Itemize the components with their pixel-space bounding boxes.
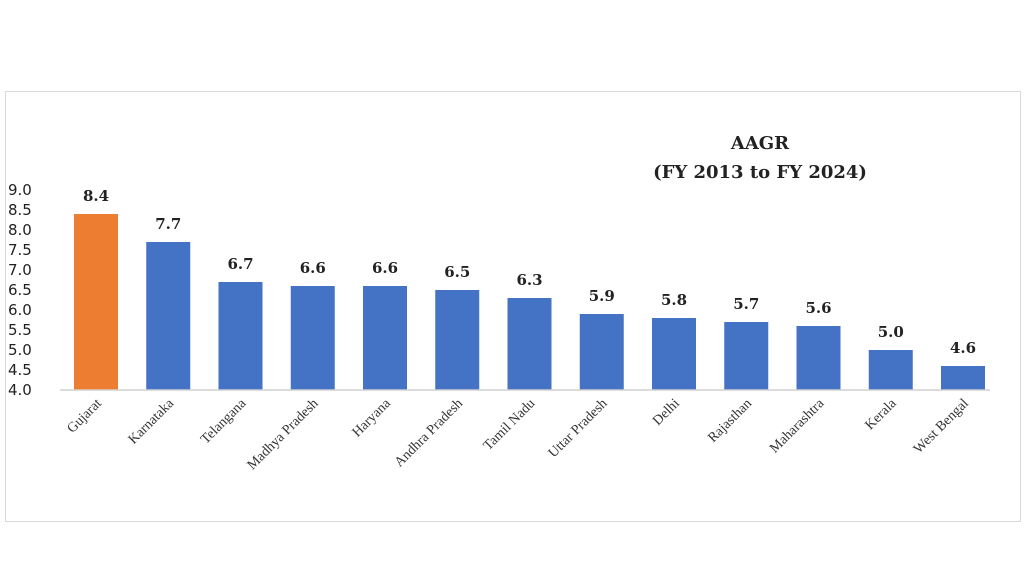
data-label: 7.7 [155, 215, 181, 233]
bar [724, 322, 769, 390]
y-tick-label: 5.5 [8, 321, 32, 339]
category-label: Gujarat [65, 396, 105, 436]
y-tick-label: 6.5 [8, 281, 32, 299]
data-label: 6.5 [444, 263, 470, 281]
data-label: 5.0 [878, 323, 904, 341]
bar [146, 242, 191, 390]
bar [796, 326, 841, 390]
y-tick-label: 6.0 [8, 301, 32, 319]
data-label: 5.8 [661, 291, 687, 309]
category-label: Telangana [198, 396, 250, 448]
bar [579, 314, 624, 390]
data-label: 8.4 [83, 187, 109, 205]
data-label: 4.6 [950, 339, 976, 357]
bar [74, 214, 118, 390]
category-label: Madhya Pradesh [245, 396, 322, 473]
data-label: 6.3 [516, 271, 542, 289]
category-label: Kerala [863, 396, 901, 434]
y-tick-label: 4.5 [8, 361, 32, 379]
data-label: 6.6 [372, 259, 398, 277]
category-label: Andhra Pradesh [392, 396, 466, 470]
chart-title-line-2: (FY 2013 to FY 2024) [653, 162, 867, 183]
category-label: West Bengal [911, 396, 972, 457]
y-tick-label: 4.0 [8, 381, 32, 399]
bar [652, 318, 696, 390]
category-label: Tamil Nadu [481, 396, 538, 453]
data-label: 6.6 [300, 259, 326, 277]
bar [435, 290, 480, 390]
y-tick-label: 8.0 [8, 221, 32, 239]
y-tick-label: 5.0 [8, 341, 32, 359]
y-tick-label: 7.5 [8, 241, 32, 259]
bar [507, 298, 552, 390]
data-label: 5.6 [805, 299, 831, 317]
category-label: Maharashtra [767, 396, 828, 457]
data-label: 5.9 [589, 287, 615, 305]
category-label: Haryana [350, 396, 395, 441]
data-label: 5.7 [733, 295, 759, 313]
y-tick-label: 8.5 [8, 201, 32, 219]
y-tick-label: 9.0 [8, 181, 32, 199]
category-label: Rajasthan [705, 396, 755, 446]
bar [868, 350, 913, 390]
chart-title-line-1: AAGR [730, 133, 790, 154]
category-label: Delhi [650, 396, 683, 429]
y-tick-label: 7.0 [8, 261, 32, 279]
bar [363, 286, 407, 390]
chart-frame [5, 91, 1021, 522]
bar [290, 286, 335, 390]
bar [941, 366, 985, 390]
bar [218, 282, 263, 390]
data-label: 6.7 [227, 255, 253, 273]
category-label: Karnataka [126, 396, 178, 448]
category-label: Uttar Pradesh [546, 396, 611, 461]
